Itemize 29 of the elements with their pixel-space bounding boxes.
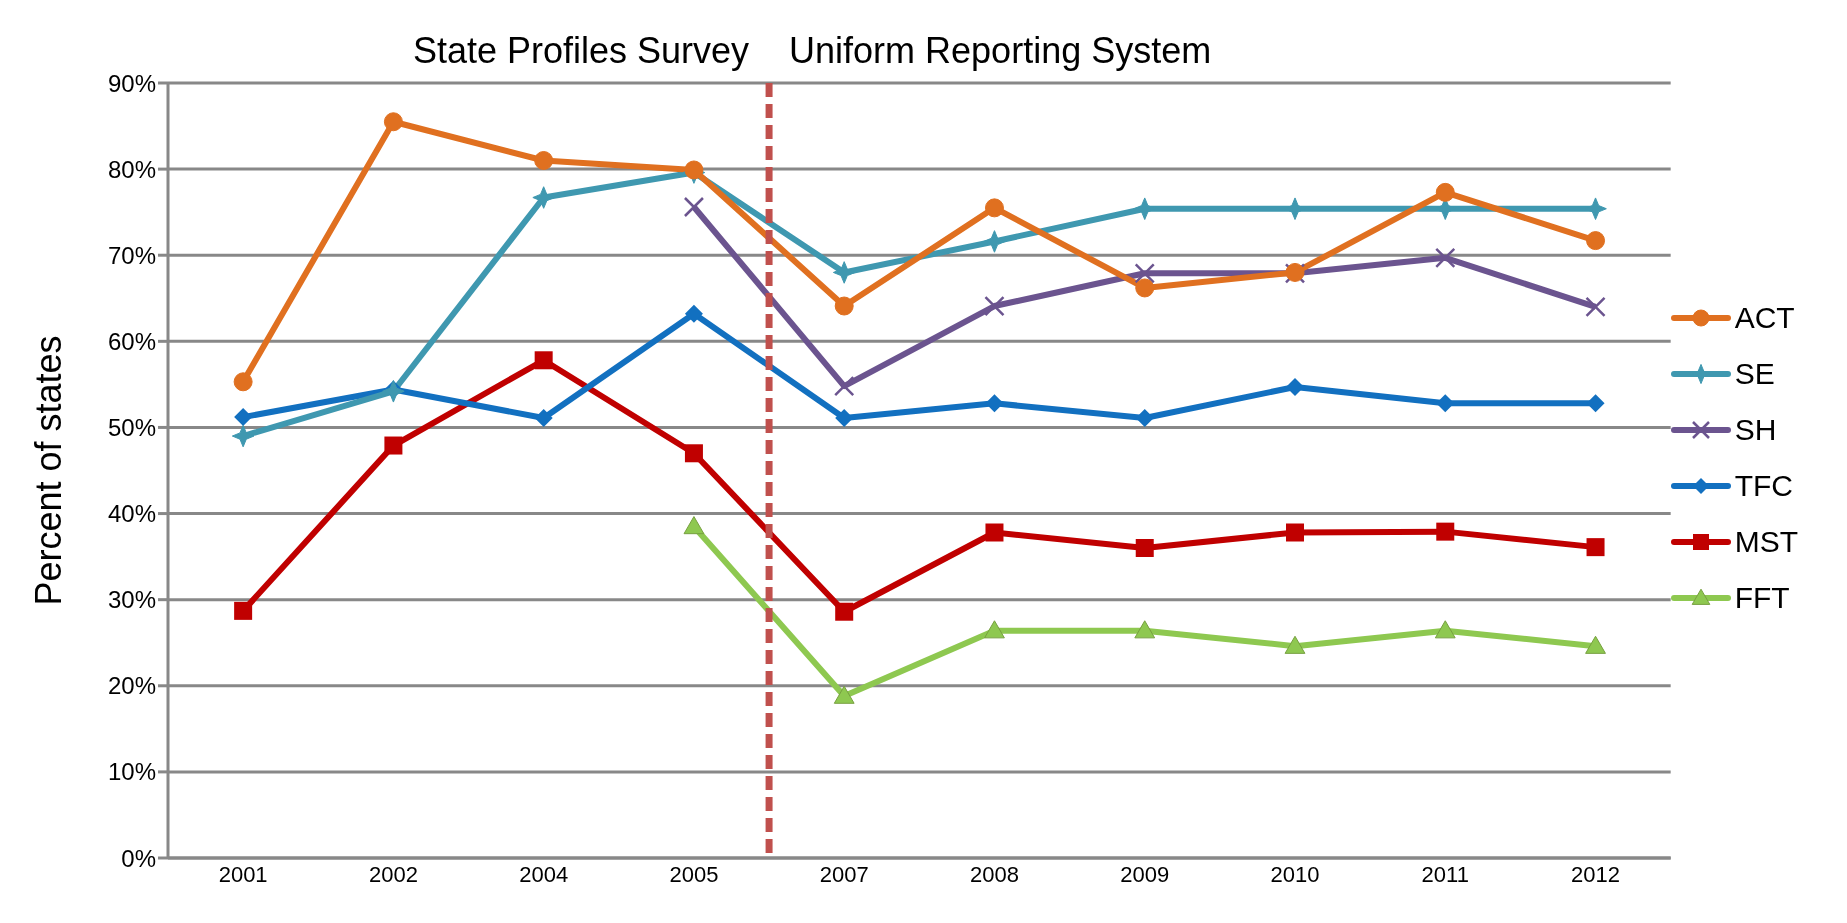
legend-label: SH — [1734, 413, 1777, 447]
y-tick-label: 60% — [107, 327, 156, 355]
y-axis-title: Percent of states — [27, 335, 69, 606]
x-tick-label: 2002 — [368, 861, 418, 887]
legend-label: SE — [1734, 357, 1775, 391]
y-tick-label: 50% — [107, 413, 156, 441]
y-tick-label: 40% — [107, 500, 156, 528]
x-tick-label: 2011 — [1421, 861, 1469, 887]
x-tick-label: 2005 — [669, 861, 719, 887]
x-tick-label: 2007 — [819, 861, 869, 887]
y-tick-label: 20% — [107, 672, 156, 700]
x-tick-label: 2004 — [519, 861, 569, 887]
x-tick-label: 2008 — [969, 861, 1019, 887]
y-tick-label: 90% — [107, 69, 156, 97]
legend-label: MST — [1734, 525, 1798, 559]
text: Uniform Reporting System — [789, 30, 1212, 71]
legend-label: ACT — [1734, 301, 1795, 335]
x-tick-label: 2001 — [218, 861, 268, 887]
legend-label: FFT — [1734, 581, 1790, 615]
y-tick-label: 10% — [107, 758, 156, 786]
x-tick-label: 2012 — [1571, 861, 1621, 887]
y-tick-label: 0% — [121, 844, 156, 872]
legend-label: TFC — [1734, 469, 1793, 503]
y-tick-label: 80% — [107, 155, 156, 183]
x-tick-label: 2009 — [1120, 861, 1170, 887]
y-tick-label: 30% — [107, 586, 156, 614]
y-tick-label: 70% — [107, 241, 156, 269]
text: State Profiles Survey — [412, 30, 750, 71]
x-tick-label: 2010 — [1270, 861, 1320, 887]
